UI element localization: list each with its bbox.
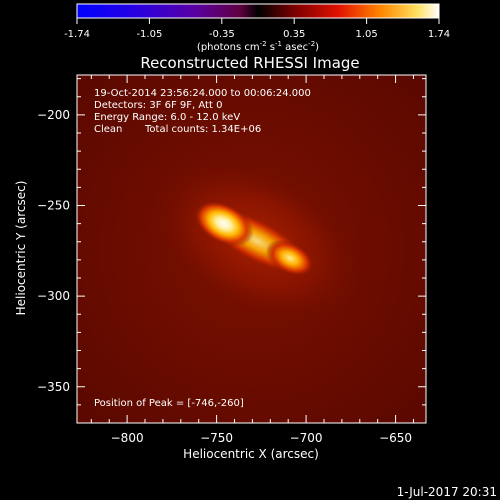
detectors: Detectors: 3F 6F 9F, Att 0 <box>94 100 222 111</box>
colorbar: -1.74 -1.05 -0.35 0.35 1.05 1.74 (photons cm-… <box>64 3 450 53</box>
x-tick-label: −650 <box>379 431 412 445</box>
x-axis: −800 −750 −700 −650 <box>90 75 414 445</box>
energy-range: Energy Range: 6.0 - 12.0 keV <box>94 112 240 123</box>
y-axis-label: Heliocentric Y (arcsec) <box>14 181 28 316</box>
y-tick-label: −250 <box>37 199 70 213</box>
footer-date: 1-Jul-2017 20:31 <box>397 485 497 499</box>
peak-position: Position of Peak = [-746,-260] <box>94 398 244 409</box>
plot-frame <box>76 74 427 424</box>
colorbar-unit: (photons cm-2 s-1 asec-2) <box>197 40 319 53</box>
colorbar-tick-label: 1.74 <box>428 29 450 40</box>
x-tick-label: −700 <box>290 431 323 445</box>
x-tick-label: −750 <box>200 431 233 445</box>
y-axis: −200 −250 −300 −350 <box>37 78 426 406</box>
colorbar-tick-label: 0.35 <box>283 29 305 40</box>
y-tick-label: −300 <box>37 289 70 303</box>
x-tick-label: −800 <box>111 431 144 445</box>
chart-title: Reconstructed RHESSI Image <box>140 54 359 72</box>
y-tick-label: −200 <box>37 108 70 122</box>
colorbar-tick-label: -0.35 <box>209 29 235 40</box>
colorbar-tick-label: -1.05 <box>136 29 162 40</box>
colorbar-tick-label: 1.05 <box>355 29 377 40</box>
time-range: 19-Oct-2014 23:56:24.000 to 00:06:24.000 <box>94 88 311 99</box>
secondary-source <box>265 239 315 277</box>
method: Clean <box>94 124 122 135</box>
y-tick-label: −350 <box>37 380 70 394</box>
colorbar-tick-label: -1.74 <box>64 29 90 40</box>
image-plot <box>77 75 426 423</box>
primary-source <box>193 200 254 247</box>
total-counts: Total counts: 1.34E+06 <box>144 124 261 135</box>
info-text: 19-Oct-2014 23:56:24.000 to 00:06:24.000… <box>94 88 311 409</box>
x-axis-label: Heliocentric X (arcsec) <box>183 447 319 461</box>
